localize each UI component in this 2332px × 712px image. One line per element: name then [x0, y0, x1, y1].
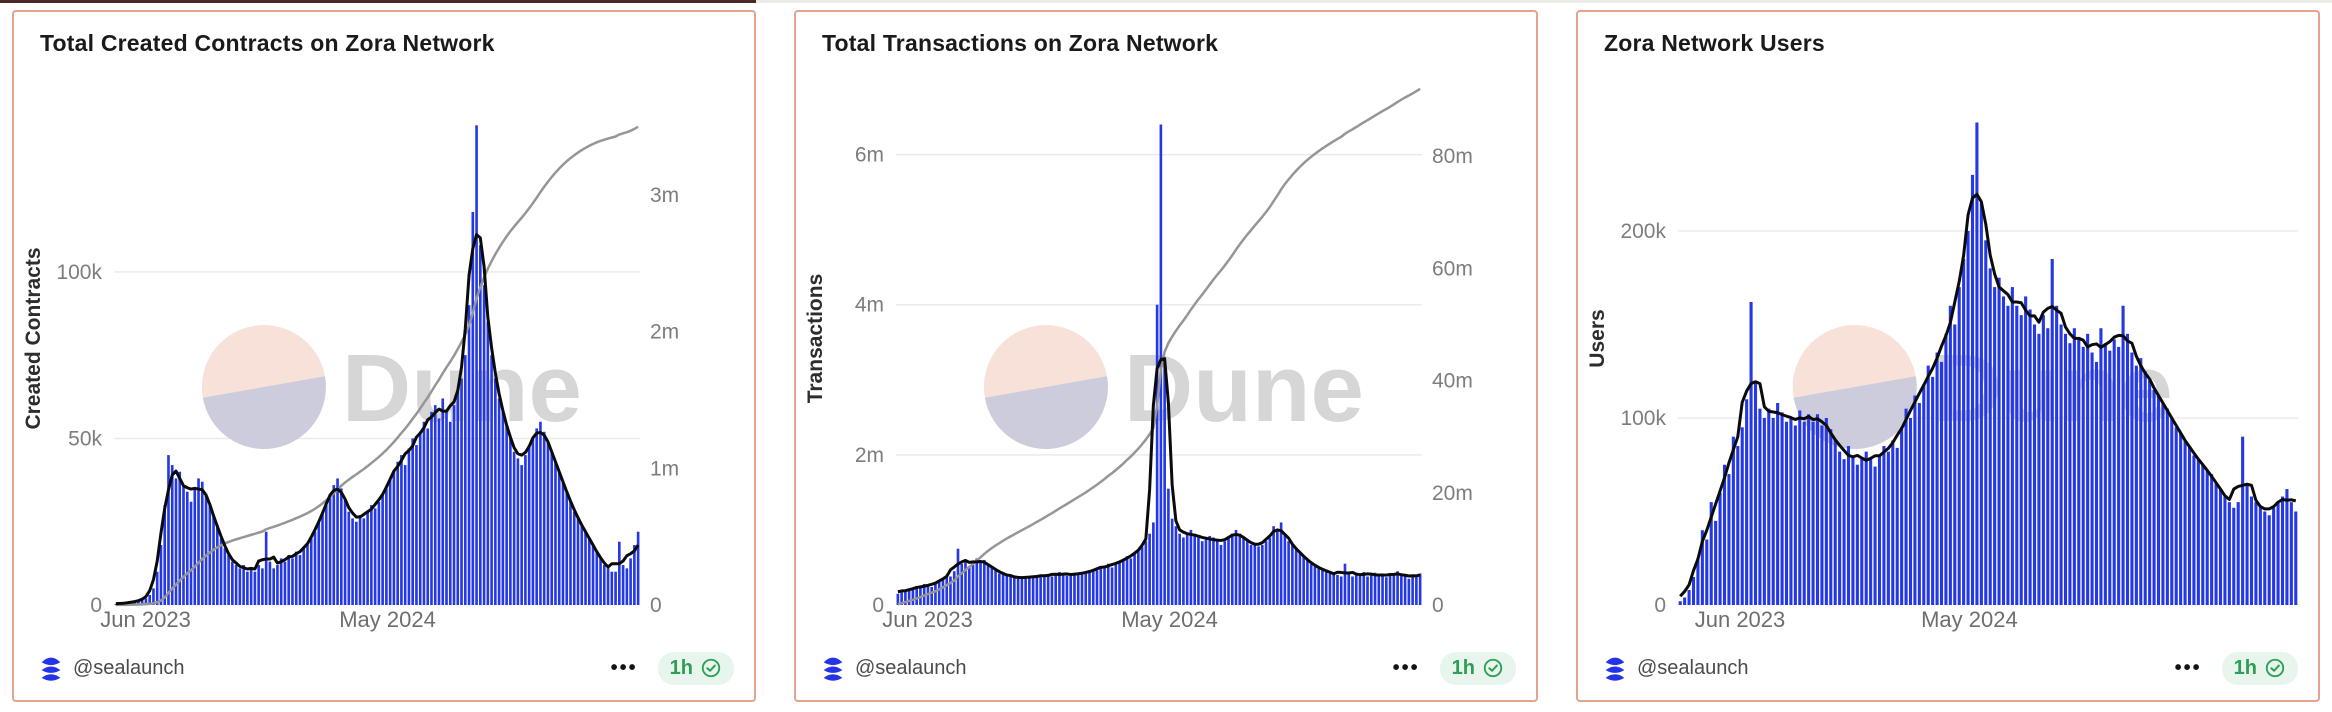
svg-text:60m: 60m	[1432, 257, 1473, 280]
svg-text:4m: 4m	[855, 294, 884, 317]
svg-text:Transactions: Transactions	[804, 274, 827, 404]
svg-text:0: 0	[1654, 594, 1666, 617]
svg-text:20m: 20m	[1432, 482, 1473, 505]
svg-text:0: 0	[872, 594, 884, 617]
svg-text:6m: 6m	[855, 144, 884, 167]
created-contracts-chart-canvas[interactable]: Dune 0 1m 2m 3m 0 50k 100k Created Contracts Jun …	[14, 67, 758, 632]
refresh-age-label: 1h	[669, 656, 693, 679]
verified-check-icon	[2265, 658, 2285, 678]
refresh-age-badge[interactable]: 1h	[1439, 651, 1516, 685]
svg-text:Jun 2023: Jun 2023	[100, 607, 191, 632]
verified-check-icon	[701, 658, 721, 678]
refresh-age-label: 1h	[1451, 656, 1475, 679]
svg-text:100k: 100k	[56, 261, 102, 284]
svg-text:Users: Users	[1586, 309, 1609, 367]
refresh-age-label: 1h	[2233, 656, 2257, 679]
dune-watermark: Dune	[201, 325, 582, 449]
svg-text:40m: 40m	[1432, 370, 1473, 393]
more-options-button[interactable]: •••	[1392, 656, 1420, 679]
more-options-button[interactable]: •••	[2174, 656, 2202, 679]
verified-check-icon	[1483, 658, 1503, 678]
svg-text:100k: 100k	[1620, 407, 1666, 430]
svg-text:80m: 80m	[1432, 145, 1473, 168]
more-options-button[interactable]: •••	[610, 656, 638, 679]
top-edge-strip-right	[756, 0, 2332, 3]
author-handle: @sealaunch	[73, 656, 185, 679]
card-footer: @sealaunch ••• 1h	[1602, 650, 2298, 686]
author-link[interactable]: @sealaunch	[1602, 654, 1748, 682]
svg-text:200k: 200k	[1620, 220, 1666, 243]
svg-text:May 2024: May 2024	[1121, 607, 1218, 632]
footer-actions: ••• 1h	[610, 651, 734, 685]
svg-text:Jun 2023: Jun 2023	[882, 607, 973, 632]
chart-title: Total Created Contracts on Zora Network	[40, 30, 495, 56]
sealaunch-logo-icon	[823, 657, 843, 681]
chart-card-users: Zora Network Users Dune 0 100k 200k Users Jun…	[1576, 10, 2320, 702]
chart-title: Total Transactions on Zora Network	[822, 30, 1219, 56]
sealaunch-logo-icon	[41, 657, 61, 681]
footer-actions: ••• 1h	[1392, 651, 1516, 685]
transactions-chart-canvas[interactable]: Dune 0 20m 40m 60m 80m 0 2m 4m 6m Transactions Jun …	[796, 67, 1540, 632]
svg-text:Created Contracts: Created Contracts	[22, 247, 45, 429]
svg-text:0: 0	[650, 594, 662, 617]
svg-text:50k: 50k	[68, 427, 102, 450]
footer-actions: ••• 1h	[2174, 651, 2298, 685]
svg-text:0: 0	[90, 594, 102, 617]
sealaunch-logo-icon	[1605, 657, 1625, 681]
svg-text:May 2024: May 2024	[339, 607, 436, 632]
chart-card-transactions: Total Transactions on Zora Network Dune 0…	[794, 10, 1538, 702]
refresh-age-badge[interactable]: 1h	[657, 651, 734, 685]
svg-text:May 2024: May 2024	[1921, 607, 2018, 632]
svg-text:1m: 1m	[650, 457, 679, 480]
card-footer: @sealaunch ••• 1h	[38, 650, 734, 686]
chart-title: Zora Network Users	[1604, 30, 1825, 56]
top-edge-strip-left	[0, 0, 756, 3]
svg-text:2m: 2m	[855, 444, 884, 467]
refresh-age-badge[interactable]: 1h	[2221, 651, 2298, 685]
author-link[interactable]: @sealaunch	[38, 654, 184, 682]
author-handle: @sealaunch	[1637, 656, 1749, 679]
svg-text:3m: 3m	[650, 184, 679, 207]
svg-text:2m: 2m	[650, 321, 679, 344]
chart-card-created-contracts: Total Created Contracts on Zora Network …	[12, 10, 756, 702]
dune-watermark: Dune	[983, 325, 1364, 449]
dashboard-card-row: Total Created Contracts on Zora Network …	[12, 10, 2320, 702]
author-link[interactable]: @sealaunch	[820, 654, 966, 682]
svg-text:Jun 2023: Jun 2023	[1695, 607, 1786, 632]
author-handle: @sealaunch	[855, 656, 967, 679]
card-footer: @sealaunch ••• 1h	[820, 650, 1516, 686]
svg-text:0: 0	[1432, 594, 1444, 617]
